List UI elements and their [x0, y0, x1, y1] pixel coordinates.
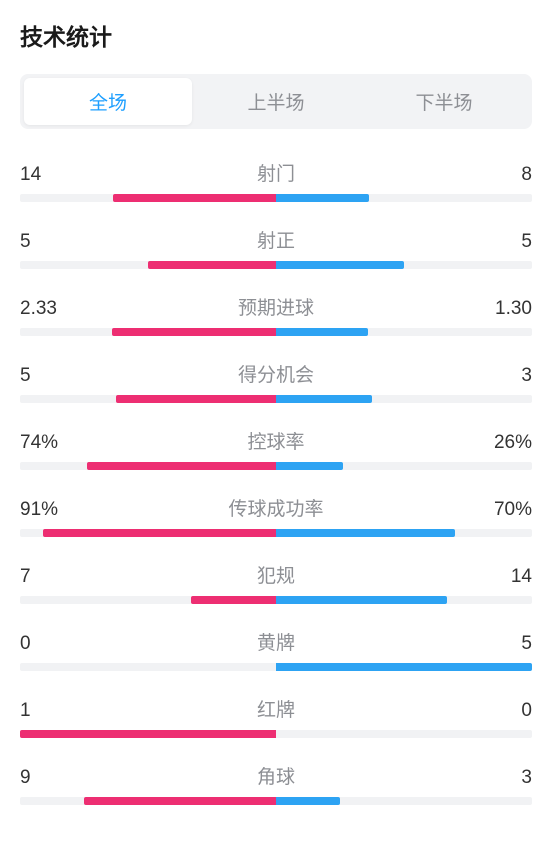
- stat-label: 角球: [74, 762, 478, 789]
- stat-bar-left: [191, 596, 276, 604]
- stat-row: 74%控球率26%: [20, 415, 532, 470]
- stat-label: 射正: [74, 226, 478, 253]
- stat-bar-track: [20, 529, 532, 537]
- stat-bar-track: [20, 328, 532, 336]
- stat-label: 得分机会: [74, 360, 478, 387]
- stat-head: 74%控球率26%: [20, 427, 532, 454]
- stat-right-value: 1.30: [478, 298, 532, 320]
- stat-bar-track: [20, 261, 532, 269]
- tabs-container: 全场上半场下半场: [20, 74, 532, 129]
- stat-right-value: 8: [478, 164, 532, 186]
- stat-row: 0黄牌5: [20, 616, 532, 671]
- stat-right-value: 26%: [478, 432, 532, 454]
- stat-bar-right: [276, 462, 343, 470]
- stat-left-value: 0: [20, 633, 74, 655]
- stat-label: 红牌: [74, 695, 478, 722]
- stat-head: 91%传球成功率70%: [20, 494, 532, 521]
- stat-left-value: 7: [20, 566, 74, 588]
- stat-row: 5得分机会3: [20, 348, 532, 403]
- tab-2[interactable]: 下半场: [360, 78, 528, 125]
- stat-bar-left: [84, 797, 276, 805]
- stat-bar-right: [276, 261, 404, 269]
- stat-head: 14射门8: [20, 159, 532, 186]
- stat-row: 9角球3: [20, 750, 532, 805]
- stat-head: 1红牌0: [20, 695, 532, 722]
- stat-right-value: 0: [478, 700, 532, 722]
- stat-head: 9角球3: [20, 762, 532, 789]
- stat-right-value: 3: [478, 365, 532, 387]
- stat-label: 传球成功率: [74, 494, 478, 521]
- stat-row: 1红牌0: [20, 683, 532, 738]
- stat-bar-track: [20, 663, 532, 671]
- stat-label: 射门: [74, 159, 478, 186]
- stat-bar-track: [20, 395, 532, 403]
- stat-bar-track: [20, 462, 532, 470]
- stat-left-value: 1: [20, 700, 74, 722]
- stat-head: 0黄牌5: [20, 628, 532, 655]
- stat-row: 14射门8: [20, 147, 532, 202]
- stat-head: 5射正5: [20, 226, 532, 253]
- stats-list: 14射门85射正52.33预期进球1.305得分机会374%控球率26%91%传…: [20, 147, 532, 805]
- stat-label: 预期进球: [74, 293, 478, 320]
- stat-row: 7犯规14: [20, 549, 532, 604]
- stat-left-value: 2.33: [20, 298, 74, 320]
- stat-bar-track: [20, 194, 532, 202]
- stat-bar-left: [113, 194, 276, 202]
- stat-bar-left: [112, 328, 276, 336]
- stat-label: 控球率: [74, 427, 478, 454]
- stat-bar-right: [276, 797, 340, 805]
- stat-right-value: 3: [478, 767, 532, 789]
- tab-1[interactable]: 上半场: [192, 78, 360, 125]
- stat-left-value: 5: [20, 231, 74, 253]
- stat-bar-right: [276, 529, 455, 537]
- stat-bar-left: [116, 395, 276, 403]
- stat-head: 5得分机会3: [20, 360, 532, 387]
- stat-left-value: 5: [20, 365, 74, 387]
- stat-bar-track: [20, 596, 532, 604]
- stat-right-value: 5: [478, 231, 532, 253]
- tab-0[interactable]: 全场: [24, 78, 192, 125]
- stat-bar-track: [20, 730, 532, 738]
- stat-row: 2.33预期进球1.30: [20, 281, 532, 336]
- stat-bar-left: [43, 529, 276, 537]
- stat-label: 黄牌: [74, 628, 478, 655]
- stat-bar-right: [276, 328, 368, 336]
- stat-row: 91%传球成功率70%: [20, 482, 532, 537]
- stat-head: 2.33预期进球1.30: [20, 293, 532, 320]
- stat-bar-left: [87, 462, 276, 470]
- stat-right-value: 70%: [478, 499, 532, 521]
- stat-left-value: 14: [20, 164, 74, 186]
- stat-row: 5射正5: [20, 214, 532, 269]
- stat-bar-right: [276, 395, 372, 403]
- stat-right-value: 5: [478, 633, 532, 655]
- stat-bar-right: [276, 663, 532, 671]
- stat-bar-right: [276, 596, 447, 604]
- stat-bar-right: [276, 194, 369, 202]
- stat-right-value: 14: [478, 566, 532, 588]
- stat-bar-track: [20, 797, 532, 805]
- stat-left-value: 91%: [20, 499, 74, 521]
- stat-bar-left: [20, 730, 276, 738]
- stat-left-value: 9: [20, 767, 74, 789]
- stat-bar-left: [148, 261, 276, 269]
- stat-label: 犯规: [74, 561, 478, 588]
- stat-head: 7犯规14: [20, 561, 532, 588]
- page-title: 技术统计: [20, 18, 532, 52]
- stat-left-value: 74%: [20, 432, 74, 454]
